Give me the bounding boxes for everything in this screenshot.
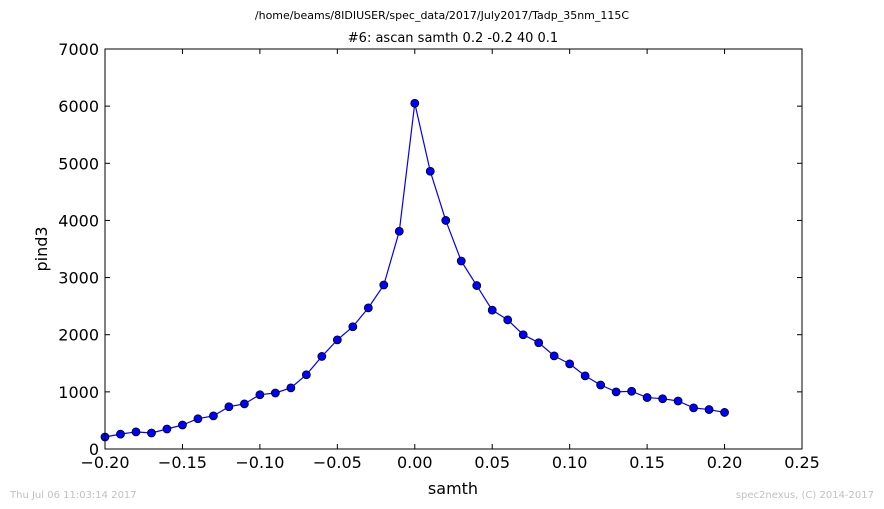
data-point bbox=[487, 305, 497, 315]
data-point bbox=[720, 408, 729, 417]
x-tick-label: 0.25 bbox=[784, 453, 820, 472]
data-point bbox=[689, 403, 698, 413]
x-tick-label: 0.20 bbox=[707, 453, 743, 472]
plot-frame bbox=[104, 48, 803, 450]
y-axis: 0 1000 2000 3000 4000 5000 6000 7000 bbox=[58, 40, 802, 459]
data-point bbox=[332, 335, 342, 345]
data-point bbox=[301, 370, 311, 380]
data-point bbox=[565, 359, 575, 369]
footer-credit: spec2nexus, (C) 2014-2017 bbox=[736, 490, 874, 501]
y-tick-label: 5000 bbox=[58, 154, 99, 173]
data-point bbox=[317, 352, 327, 361]
data-point bbox=[549, 351, 559, 361]
data-point bbox=[147, 428, 156, 438]
x-axis: −0.20 −0.15 −0.10 −0.05 0.00 0.05 0.10 0.15 0.20… bbox=[80, 49, 820, 472]
chart-title: #6: ascan samth 0.2 -0.2 40 0.1 bbox=[348, 31, 558, 46]
data-point bbox=[503, 315, 513, 325]
y-tick-label: 1000 bbox=[58, 383, 99, 402]
data-point bbox=[162, 424, 172, 434]
x-tick-label: 0.15 bbox=[629, 453, 665, 472]
data-point bbox=[193, 414, 203, 424]
y-tick-label: 2000 bbox=[58, 326, 99, 345]
data-point bbox=[534, 338, 544, 348]
x-tick-label: 0.05 bbox=[474, 453, 510, 472]
data-point bbox=[611, 387, 621, 397]
chart-suptitle: /home/beams/8IDIUSER/spec_data/2017/July… bbox=[255, 9, 630, 22]
x-tick-label: −0.05 bbox=[313, 453, 362, 472]
footer-timestamp: Thu Jul 06 11:03:14 2017 bbox=[9, 490, 137, 501]
y-tick-label: 0 bbox=[89, 440, 99, 459]
data-point bbox=[209, 411, 218, 421]
data-point bbox=[425, 166, 435, 176]
data-point bbox=[658, 394, 667, 404]
data-point bbox=[255, 390, 265, 400]
data-point bbox=[642, 393, 652, 402]
data-point bbox=[348, 322, 358, 332]
data-point bbox=[116, 429, 125, 439]
data-point bbox=[627, 386, 637, 396]
data-point bbox=[580, 371, 590, 381]
x-tick-label: −0.20 bbox=[80, 453, 129, 472]
x-axis-label: samth bbox=[428, 479, 478, 498]
data-point bbox=[363, 303, 373, 313]
x-tick-label: 0.10 bbox=[552, 453, 588, 472]
data-point bbox=[410, 98, 420, 108]
data-point bbox=[286, 383, 296, 393]
y-tick-label: 3000 bbox=[58, 269, 99, 288]
y-tick-label: 7000 bbox=[58, 40, 99, 59]
plot-background bbox=[105, 49, 802, 449]
plot-area bbox=[105, 49, 802, 449]
data-point bbox=[224, 402, 234, 412]
y-tick-label: 4000 bbox=[58, 211, 99, 230]
y-tick-label: 6000 bbox=[58, 97, 99, 116]
series-layer bbox=[100, 98, 729, 442]
data-point bbox=[456, 256, 466, 266]
data-point bbox=[472, 281, 482, 290]
data-point bbox=[131, 427, 141, 437]
x-tick-label: −0.15 bbox=[158, 453, 207, 472]
data-point bbox=[673, 396, 683, 406]
data-point bbox=[704, 405, 714, 414]
data-point bbox=[518, 330, 528, 340]
data-point bbox=[379, 280, 389, 290]
x-tick-label: 0.00 bbox=[397, 453, 433, 472]
data-point bbox=[596, 380, 606, 390]
data-point bbox=[178, 420, 187, 430]
y-axis-label: pind3 bbox=[32, 226, 51, 271]
data-point bbox=[394, 226, 404, 236]
x-tick-label: −0.10 bbox=[235, 453, 284, 472]
data-point bbox=[270, 388, 280, 398]
data-point bbox=[441, 216, 451, 225]
data-point bbox=[239, 399, 249, 409]
